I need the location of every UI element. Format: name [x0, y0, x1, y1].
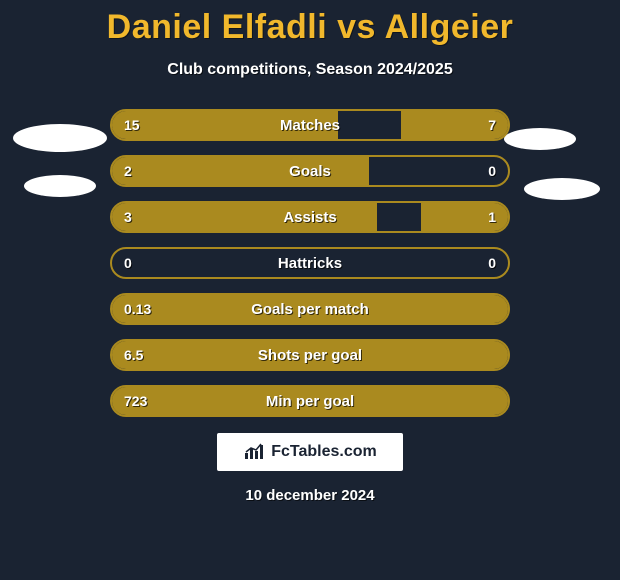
stat-value-right: 0: [476, 157, 508, 185]
subtitle: Club competitions, Season 2024/2025: [0, 61, 620, 79]
brand-badge: FcTables.com: [215, 431, 405, 473]
stat-row: 0.13Goals per match: [110, 293, 510, 325]
stat-value-right: 7: [476, 111, 508, 139]
stat-value-right: 1: [476, 203, 508, 231]
stat-value-right: [484, 341, 508, 369]
stat-label: Shots per goal: [112, 341, 508, 369]
comparison-bars: 15Matches72Goals03Assists10Hattricks00.1…: [110, 109, 510, 417]
chart-icon: [243, 443, 265, 461]
stat-label: Matches: [112, 111, 508, 139]
stat-value-right: 0: [476, 249, 508, 277]
brand-text: FcTables.com: [271, 443, 377, 461]
page-title: Daniel Elfadli vs Allgeier: [0, 0, 620, 47]
stat-label: Assists: [112, 203, 508, 231]
stat-label: Hattricks: [112, 249, 508, 277]
stat-label: Goals per match: [112, 295, 508, 323]
stat-value-right: [484, 295, 508, 323]
team-right-logo-1: [504, 128, 576, 150]
team-left-logo-1: [13, 124, 107, 152]
team-right-logo-2: [524, 178, 600, 200]
team-left-logo-2: [24, 175, 96, 197]
stat-label: Goals: [112, 157, 508, 185]
stat-row: 723Min per goal: [110, 385, 510, 417]
date-text: 10 december 2024: [0, 487, 620, 504]
stat-row: 3Assists1: [110, 201, 510, 233]
stat-row: 6.5Shots per goal: [110, 339, 510, 371]
stat-row: 2Goals0: [110, 155, 510, 187]
stat-value-right: [484, 387, 508, 415]
stat-row: 15Matches7: [110, 109, 510, 141]
stat-label: Min per goal: [112, 387, 508, 415]
stat-row: 0Hattricks0: [110, 247, 510, 279]
